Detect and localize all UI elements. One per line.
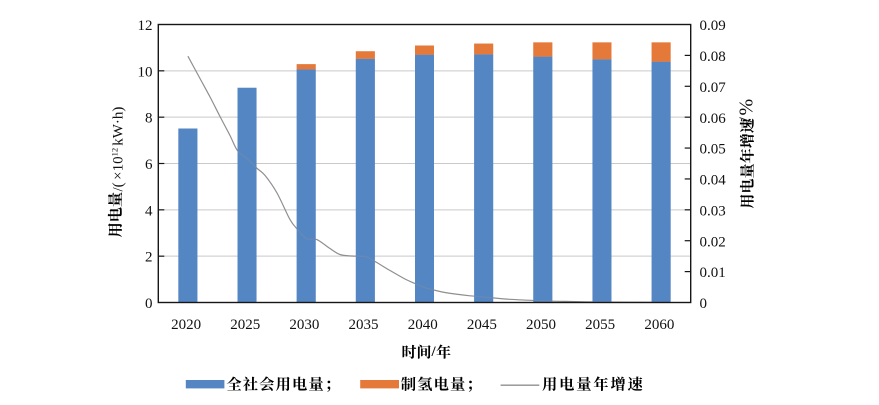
svg-text:0.08: 0.08	[700, 49, 726, 65]
svg-text:0.01: 0.01	[700, 265, 726, 281]
svg-text:/%: /%	[736, 99, 758, 123]
svg-text:/: /	[431, 344, 437, 360]
svg-text:2045: 2045	[467, 317, 497, 333]
svg-text:/(×1012 kW·h): /(×1012 kW·h)	[110, 107, 127, 192]
svg-text:0.09: 0.09	[700, 18, 726, 34]
svg-text:2055: 2055	[585, 317, 615, 333]
svg-text:0: 0	[145, 296, 153, 312]
svg-text:2040: 2040	[408, 317, 438, 333]
svg-text:0.02: 0.02	[700, 234, 726, 250]
svg-text:4: 4	[145, 203, 153, 219]
svg-text:2030: 2030	[289, 317, 319, 333]
svg-text:2: 2	[145, 250, 153, 266]
svg-text:2025: 2025	[230, 317, 260, 333]
svg-text:0.04: 0.04	[700, 173, 727, 189]
svg-text:12: 12	[138, 18, 153, 34]
svg-text:0.05: 0.05	[700, 142, 726, 158]
svg-text:10: 10	[138, 64, 153, 80]
svg-text:0: 0	[700, 296, 708, 312]
svg-text:8: 8	[145, 111, 153, 127]
svg-text:0.03: 0.03	[700, 203, 726, 219]
svg-text:0.06: 0.06	[700, 111, 727, 127]
svg-text:2035: 2035	[349, 317, 379, 333]
svg-text:2020: 2020	[171, 317, 201, 333]
svg-text:2060: 2060	[644, 317, 674, 333]
svg-text:6: 6	[145, 157, 153, 173]
svg-text:0.07: 0.07	[700, 80, 727, 96]
svg-text:2050: 2050	[526, 317, 556, 333]
